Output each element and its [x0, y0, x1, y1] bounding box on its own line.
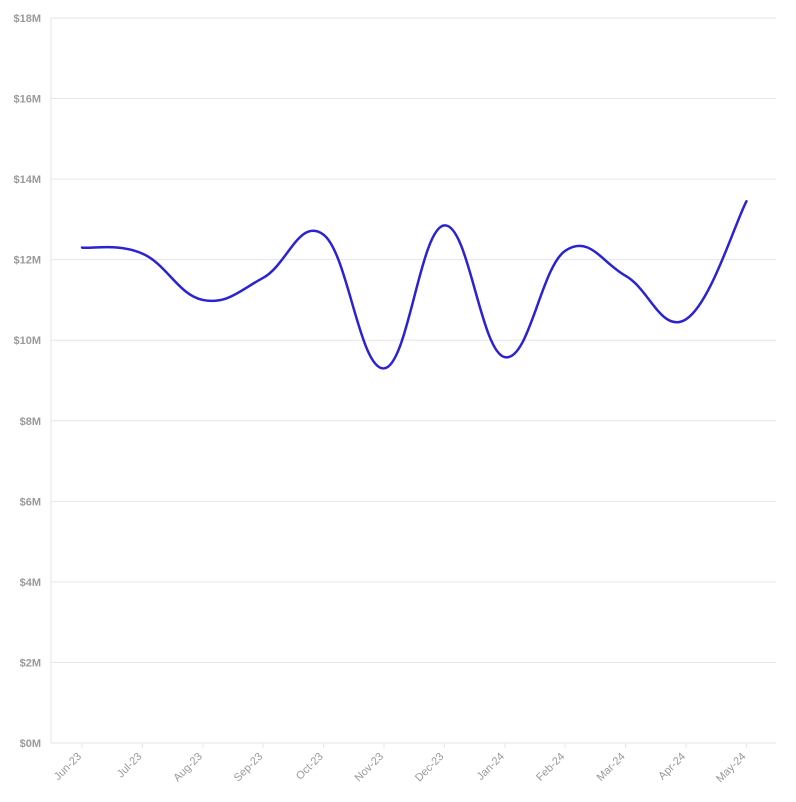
data-point[interactable] [320, 231, 328, 239]
y-tick-label: $10M [13, 335, 41, 347]
data-point[interactable] [380, 364, 388, 372]
data-point[interactable] [622, 272, 630, 280]
x-tick-label: Feb-24 [534, 751, 567, 784]
x-tick-label: Nov-23 [353, 751, 387, 785]
y-tick-label: $16M [13, 94, 41, 106]
data-point[interactable] [682, 315, 690, 323]
series-layer [78, 197, 750, 372]
x-tick-label: Jan-24 [475, 751, 507, 783]
data-point[interactable] [501, 353, 509, 361]
y-tick-label: $4M [20, 577, 41, 589]
x-tick-label: Dec-23 [413, 751, 447, 785]
x-tick-label: Sep-23 [232, 751, 266, 785]
y-tick-label: $12M [13, 255, 41, 267]
data-point[interactable] [78, 244, 86, 252]
x-tick-label: Mar-24 [595, 751, 628, 784]
data-point[interactable] [259, 274, 267, 282]
x-axis-tick-labels: Jun-23 Jul-23 Aug-23 Sep-23 Oct-23 Nov-23 Dec-… [52, 751, 749, 785]
axes [50, 18, 776, 748]
y-tick-label: $6M [20, 496, 41, 508]
x-tick-label: May-24 [714, 751, 748, 785]
gridlines [51, 17, 776, 663]
y-tick-label: $2M [20, 657, 41, 669]
data-point[interactable] [199, 296, 207, 304]
y-tick-label: $0M [20, 738, 41, 750]
y-tick-label: $8M [20, 416, 41, 428]
x-tick-label: Jul-23 [115, 751, 145, 781]
x-tick-label: Jun-23 [52, 751, 84, 783]
y-axis-tick-labels: $0M $2M $4M $6M $8M $10M $12M $14M $16M $18M [13, 13, 41, 750]
data-point[interactable] [138, 250, 146, 258]
x-tick-label: Oct-23 [294, 751, 326, 783]
series-line [80, 200, 748, 370]
y-tick-label: $18M [13, 13, 41, 25]
x-tick-label: Aug-23 [171, 751, 205, 785]
data-point[interactable] [561, 247, 569, 255]
data-point[interactable] [742, 197, 750, 205]
y-tick-label: $14M [13, 174, 41, 186]
data-point[interactable] [440, 221, 448, 229]
x-tick-label: Apr-24 [656, 751, 688, 783]
